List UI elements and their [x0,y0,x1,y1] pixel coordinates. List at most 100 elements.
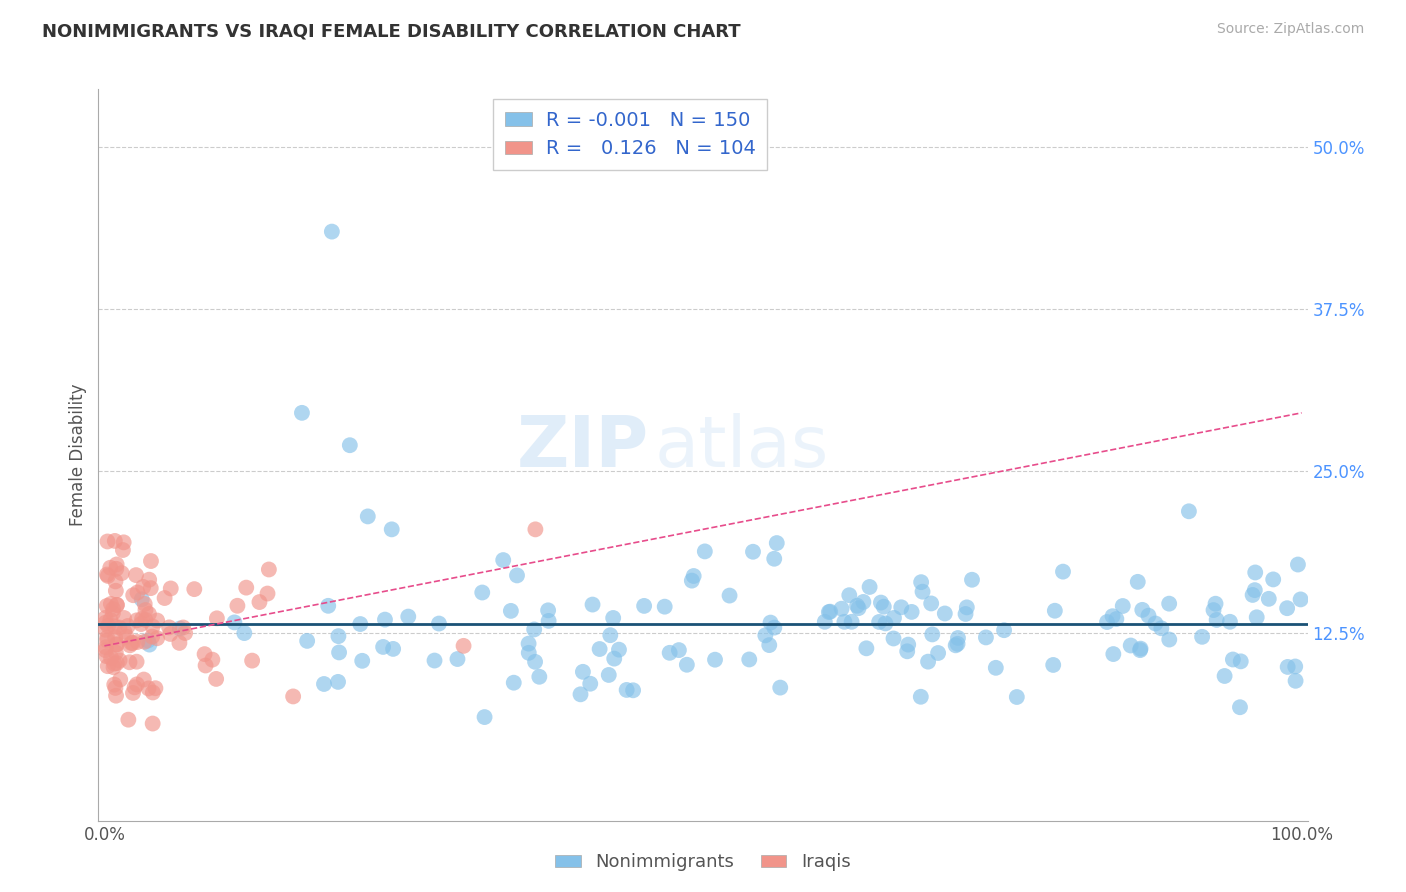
Point [603,651,626,665]
Point [142,685,165,699]
Point [153,591,176,605]
Point [357,509,380,524]
Point [101,606,124,620]
Point [718,589,741,603]
Point [122,686,145,700]
Point [1244,566,1267,580]
Point [328,629,350,643]
Point [117,713,139,727]
Point [249,595,271,609]
Point [381,522,404,536]
Point [117,619,139,633]
Point [105,656,128,670]
Point [769,681,792,695]
Point [111,566,134,581]
Point [873,599,896,614]
Point [1257,591,1279,606]
Point [125,613,148,627]
Point [174,626,197,640]
Point [129,617,152,632]
Point [97,569,120,583]
Point [105,562,128,576]
Point [240,654,263,668]
Point [194,647,217,661]
Point [1095,615,1118,629]
Point [105,598,128,612]
Point [183,582,205,596]
Point [94,611,117,625]
Point [118,638,141,652]
Point [328,645,350,659]
Point [1005,690,1028,704]
Point [537,603,560,617]
Point [754,628,776,642]
Point [226,599,249,613]
Point [205,611,228,625]
Point [94,643,117,657]
Point [138,681,160,696]
Point [1105,612,1128,626]
Point [145,681,167,696]
Point [349,617,371,632]
Point [98,613,121,627]
Point [1243,583,1265,598]
Point [658,646,681,660]
Point [1144,616,1167,631]
Point [917,655,939,669]
Point [125,655,148,669]
Point [529,670,551,684]
Point [103,657,125,671]
Point [934,607,956,621]
Point [598,668,620,682]
Point [1277,660,1299,674]
Point [104,533,127,548]
Point [97,619,120,633]
Point [257,562,280,576]
Point [1178,504,1201,518]
Text: atlas: atlas [655,413,830,482]
Point [524,522,547,536]
Point [142,619,165,633]
Point [115,630,138,644]
Point [818,605,841,619]
Point [945,638,967,652]
Point [104,646,127,660]
Point [890,600,912,615]
Point [875,616,897,631]
Point [763,551,786,566]
Legend: R = -0.001   N = 150, R =   0.126   N = 104: R = -0.001 N = 150, R = 0.126 N = 104 [494,99,768,170]
Point [492,553,515,567]
Point [900,605,922,619]
Point [125,568,148,582]
Point [846,599,869,613]
Point [474,710,496,724]
Point [100,597,122,611]
Point [693,544,716,558]
Point [1130,603,1153,617]
Point [352,654,374,668]
Point [1205,613,1227,627]
Point [834,615,856,629]
Point [523,623,546,637]
Point [599,628,621,642]
Point [312,677,335,691]
Point [920,597,942,611]
Point [676,657,699,672]
Point [139,554,162,568]
Point [105,598,128,612]
Point [993,623,1015,637]
Point [105,689,128,703]
Point [868,615,890,629]
Point [201,652,224,666]
Point [1289,592,1312,607]
Point [704,653,727,667]
Point [94,615,117,630]
Point [499,604,522,618]
Point [157,620,180,634]
Point [146,614,169,628]
Point [1119,639,1142,653]
Point [858,580,880,594]
Point [742,545,765,559]
Point [1042,657,1064,672]
Point [883,611,905,625]
